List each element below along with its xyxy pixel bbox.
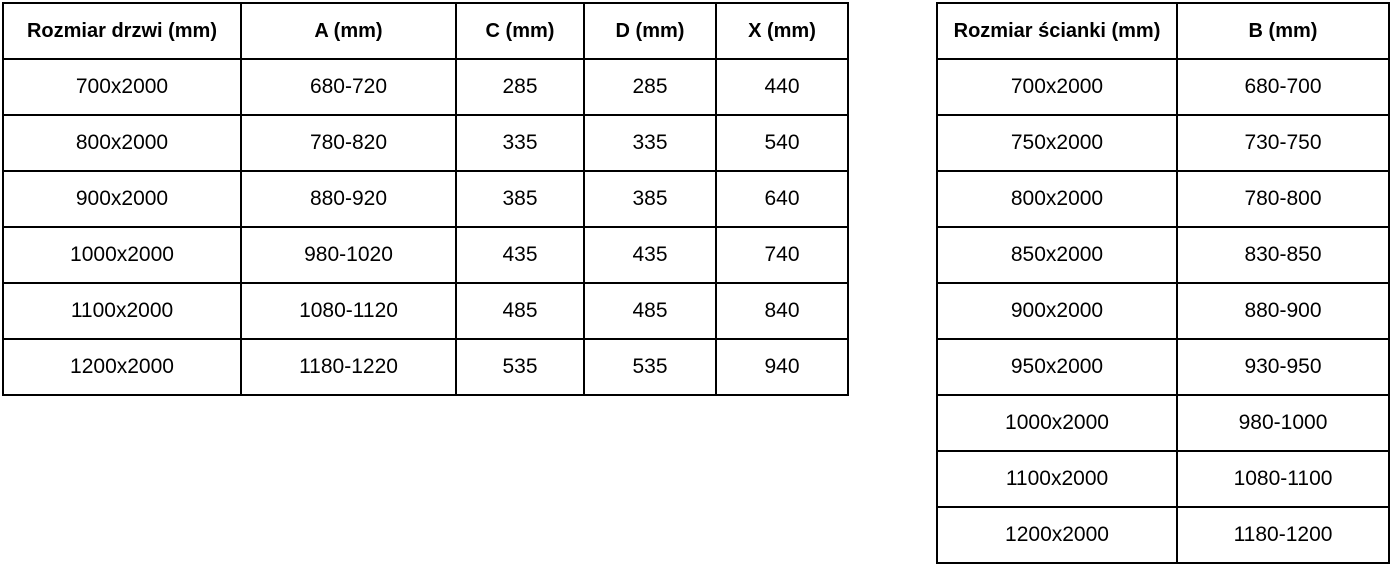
table-cell: 1100x2000 bbox=[2, 282, 242, 340]
door-size-table-header: Rozmiar drzwi (mm) A (mm) C (mm) D (mm) X (m… bbox=[2, 2, 849, 60]
table-cell: 950x2000 bbox=[936, 338, 1178, 396]
table-row: 1200x2000 1180-1220 535 535 940 bbox=[2, 338, 849, 396]
table-cell: 800x2000 bbox=[2, 114, 242, 172]
table-cell: 680-720 bbox=[240, 58, 457, 116]
wall-panel-size-table-header: Rozmiar ścianki (mm) B (mm) bbox=[936, 2, 1390, 60]
table-cell: 850x2000 bbox=[936, 226, 1178, 284]
column-header: B (mm) bbox=[1176, 2, 1390, 60]
table-cell: 435 bbox=[455, 226, 585, 284]
table-cell: 1180-1200 bbox=[1176, 506, 1390, 564]
table-cell: 780-800 bbox=[1176, 170, 1390, 228]
table-cell: 435 bbox=[583, 226, 717, 284]
table-cell: 540 bbox=[715, 114, 849, 172]
wall-panel-size-table-body: 700x2000 680-700 750x2000 730-750 800x2000 78… bbox=[936, 58, 1390, 564]
table-row: 850x2000 830-850 bbox=[936, 226, 1390, 284]
table-header-row: Rozmiar ścianki (mm) B (mm) bbox=[936, 2, 1390, 60]
table-cell: 1000x2000 bbox=[2, 226, 242, 284]
table-cell: 1080-1120 bbox=[240, 282, 457, 340]
table-row: 1000x2000 980-1020 435 435 740 bbox=[2, 226, 849, 284]
table-cell: 1200x2000 bbox=[936, 506, 1178, 564]
table-cell: 640 bbox=[715, 170, 849, 228]
table-cell: 535 bbox=[583, 338, 717, 396]
table-cell: 700x2000 bbox=[936, 58, 1178, 116]
table-cell: 880-920 bbox=[240, 170, 457, 228]
table-cell: 880-900 bbox=[1176, 282, 1390, 340]
table-row: 1200x2000 1180-1200 bbox=[936, 506, 1390, 564]
table-cell: 930-950 bbox=[1176, 338, 1390, 396]
column-header: C (mm) bbox=[455, 2, 585, 60]
table-cell: 440 bbox=[715, 58, 849, 116]
table-cell: 800x2000 bbox=[936, 170, 1178, 228]
table-cell: 1200x2000 bbox=[2, 338, 242, 396]
table-row: 1100x2000 1080-1100 bbox=[936, 450, 1390, 508]
wall-panel-size-table: Rozmiar ścianki (mm) B (mm) 700x2000 680-7… bbox=[936, 2, 1390, 564]
column-header: X (mm) bbox=[715, 2, 849, 60]
table-cell: 1000x2000 bbox=[936, 394, 1178, 452]
table-cell: 700x2000 bbox=[2, 58, 242, 116]
table-cell: 335 bbox=[583, 114, 717, 172]
table-row: 800x2000 780-820 335 335 540 bbox=[2, 114, 849, 172]
column-header: D (mm) bbox=[583, 2, 717, 60]
table-cell: 1080-1100 bbox=[1176, 450, 1390, 508]
table-cell: 485 bbox=[455, 282, 585, 340]
column-header: Rozmiar ścianki (mm) bbox=[936, 2, 1178, 60]
table-row: 900x2000 880-900 bbox=[936, 282, 1390, 340]
door-size-table-body: 700x2000 680-720 285 285 440 800x2000 780-820 3… bbox=[2, 58, 849, 396]
table-cell: 535 bbox=[455, 338, 585, 396]
table-cell: 285 bbox=[455, 58, 585, 116]
door-size-table: Rozmiar drzwi (mm) A (mm) C (mm) D (mm) X (m… bbox=[2, 2, 849, 396]
table-cell: 385 bbox=[455, 170, 585, 228]
table-row: 800x2000 780-800 bbox=[936, 170, 1390, 228]
column-header: A (mm) bbox=[240, 2, 457, 60]
table-row: 700x2000 680-700 bbox=[936, 58, 1390, 116]
table-cell: 485 bbox=[583, 282, 717, 340]
table-cell: 980-1020 bbox=[240, 226, 457, 284]
table-cell: 840 bbox=[715, 282, 849, 340]
table-row: 750x2000 730-750 bbox=[936, 114, 1390, 172]
table-cell: 335 bbox=[455, 114, 585, 172]
table-cell: 940 bbox=[715, 338, 849, 396]
table-cell: 385 bbox=[583, 170, 717, 228]
table-row: 700x2000 680-720 285 285 440 bbox=[2, 58, 849, 116]
table-cell: 900x2000 bbox=[2, 170, 242, 228]
table-row: 950x2000 930-950 bbox=[936, 338, 1390, 396]
table-row: 1000x2000 980-1000 bbox=[936, 394, 1390, 452]
table-cell: 285 bbox=[583, 58, 717, 116]
table-cell: 750x2000 bbox=[936, 114, 1178, 172]
table-row: 1100x2000 1080-1120 485 485 840 bbox=[2, 282, 849, 340]
column-header: Rozmiar drzwi (mm) bbox=[2, 2, 242, 60]
table-row: 900x2000 880-920 385 385 640 bbox=[2, 170, 849, 228]
table-header-row: Rozmiar drzwi (mm) A (mm) C (mm) D (mm) X (m… bbox=[2, 2, 849, 60]
table-cell: 730-750 bbox=[1176, 114, 1390, 172]
table-cell: 830-850 bbox=[1176, 226, 1390, 284]
table-cell: 900x2000 bbox=[936, 282, 1178, 340]
table-cell: 980-1000 bbox=[1176, 394, 1390, 452]
table-cell: 740 bbox=[715, 226, 849, 284]
table-cell: 780-820 bbox=[240, 114, 457, 172]
table-cell: 1180-1220 bbox=[240, 338, 457, 396]
table-cell: 680-700 bbox=[1176, 58, 1390, 116]
table-cell: 1100x2000 bbox=[936, 450, 1178, 508]
